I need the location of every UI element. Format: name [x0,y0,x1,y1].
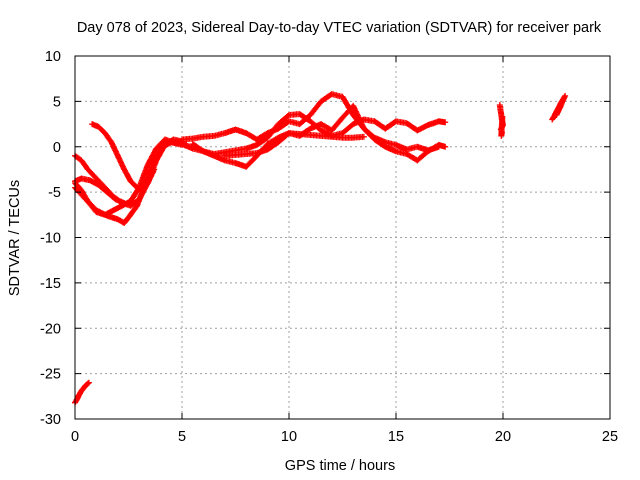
x-tick-label: 25 [602,429,618,445]
grid-lines [75,56,610,419]
y-tick-label: -15 [40,276,61,292]
y-tick-label: -5 [48,185,61,201]
series-8 [189,102,449,170]
series-markers [549,92,569,123]
x-tick-label: 5 [178,429,186,445]
x-tick-label: 10 [281,429,297,445]
y-tick-label: -10 [40,231,61,247]
chart-title: Day 078 of 2023, Sidereal Day-to-day VTE… [77,20,602,36]
series-5 [89,121,158,194]
y-axis-label: SDTVAR / TECUs [7,180,23,296]
y-tick-label: 5 [53,94,61,110]
series-markers [221,130,367,159]
y-tick-label: -30 [40,412,61,428]
series-10 [496,102,506,139]
series-11 [549,92,569,123]
series-markers [89,121,158,194]
y-tick-label: -20 [40,321,61,337]
series-markers [496,102,506,139]
x-axis-label: GPS time / hours [285,458,395,474]
x-tick-label: 15 [388,429,404,445]
x-tick-label: 0 [71,429,79,445]
y-tick-label: 0 [53,140,61,156]
series-9 [221,130,367,159]
series-markers [189,102,449,170]
y-tick-label: -25 [40,367,61,383]
data-points [72,91,569,406]
axis-ticks: 0 5 10 15 20 25 -30 -25 -20 -15 -10 -5 0 5 10 [40,49,618,445]
x-tick-label: 20 [495,429,511,445]
y-tick-label: 10 [45,49,61,65]
